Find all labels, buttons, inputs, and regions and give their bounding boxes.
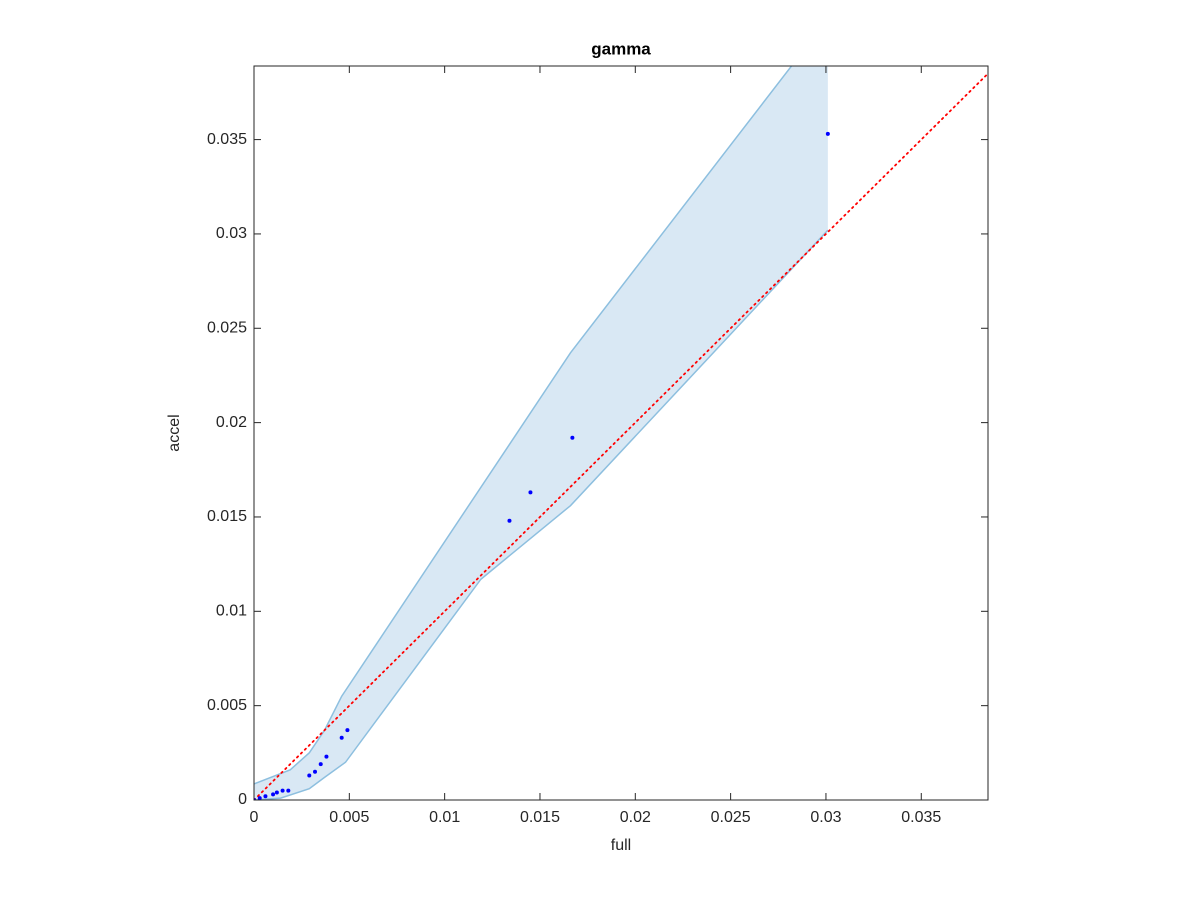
y-axis-label: accel [166,414,183,451]
point [825,131,830,136]
point [318,762,323,767]
y-tick-label: 0.02 [216,414,247,431]
point [257,796,262,800]
y-tick-label: 0.01 [216,603,247,620]
point [570,435,575,440]
x-tick-label: 0.03 [810,809,841,826]
band-lower-edge [254,229,829,800]
point [313,769,318,774]
x-tick-label: 0.005 [329,809,369,826]
y-tick-label: 0.015 [207,508,247,525]
point [324,754,329,759]
point [286,788,291,793]
x-tick-label: 0.01 [429,809,460,826]
axes-layer: 0 0.005 0.01 0.015 0.02 0.025 0.03 0.035 0 0.005 0… [207,65,989,826]
point [339,735,344,740]
point [263,794,268,799]
chart-title: gamma [591,39,651,58]
y-tick-label: 0 [238,791,247,808]
x-tick-label: 0.02 [620,809,651,826]
y-tick-label: 0.005 [207,697,247,714]
point [507,518,512,523]
reference-line [254,72,988,800]
x-axis-label: full [611,837,631,854]
point [345,728,350,733]
point [280,788,285,793]
x-tick-label: 0.035 [901,809,941,826]
point [528,490,533,495]
point [271,792,276,797]
y-tick-label: 0.03 [216,225,247,242]
band-fill [254,66,828,800]
x-tick-label: 0.025 [711,809,751,826]
point [307,773,312,778]
y-tick-label: 0.025 [207,319,247,336]
x-tick-label: 0 [250,809,259,826]
axes-box [253,65,989,801]
x-tick-label: 0.015 [520,809,560,826]
point [274,790,279,795]
plot-layer [254,66,988,800]
y-tick-label: 0.035 [207,131,247,148]
